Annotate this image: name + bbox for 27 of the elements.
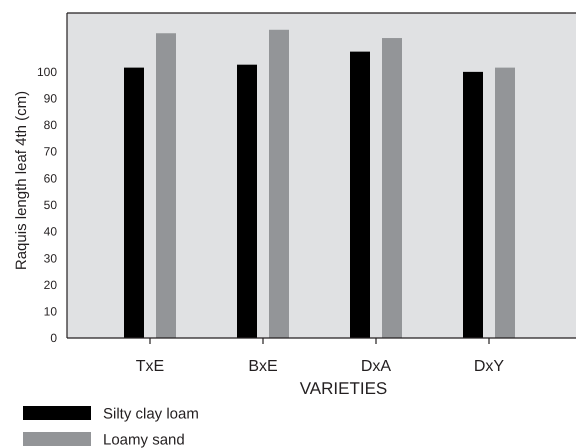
y-tick-label: 40 bbox=[44, 224, 58, 239]
y-tick-label: 80 bbox=[44, 118, 58, 132]
bar bbox=[463, 72, 483, 338]
x-tick-label: TxE bbox=[136, 358, 164, 375]
y-tick-label: 100 bbox=[36, 64, 58, 79]
y-tick-label: 90 bbox=[44, 91, 58, 106]
y-tick-label: 10 bbox=[44, 304, 58, 319]
bar bbox=[156, 33, 176, 338]
bar bbox=[237, 64, 257, 338]
x-axis-title: VARIETIES bbox=[300, 379, 388, 398]
bar bbox=[269, 30, 289, 338]
bar bbox=[382, 38, 402, 338]
y-tick-label: 70 bbox=[44, 144, 58, 159]
x-tick-label: DxY bbox=[474, 358, 504, 375]
bar bbox=[350, 52, 370, 338]
legend-label: Loamy sand bbox=[103, 431, 185, 448]
y-tick-label: 50 bbox=[44, 198, 58, 212]
x-tick-label: DxA bbox=[360, 358, 392, 375]
y-tick-label: 0 bbox=[50, 331, 58, 346]
y-tick-label: 30 bbox=[44, 251, 58, 266]
y-tick-label: 60 bbox=[44, 171, 58, 186]
y-tick-label: 20 bbox=[44, 278, 58, 292]
legend-label: Silty clay loam bbox=[103, 405, 199, 422]
bar bbox=[124, 68, 144, 338]
bar bbox=[495, 68, 515, 338]
x-tick-label: BxE bbox=[248, 358, 278, 375]
y-axis-title: Raquis length leaf 4th (cm) bbox=[13, 90, 30, 270]
